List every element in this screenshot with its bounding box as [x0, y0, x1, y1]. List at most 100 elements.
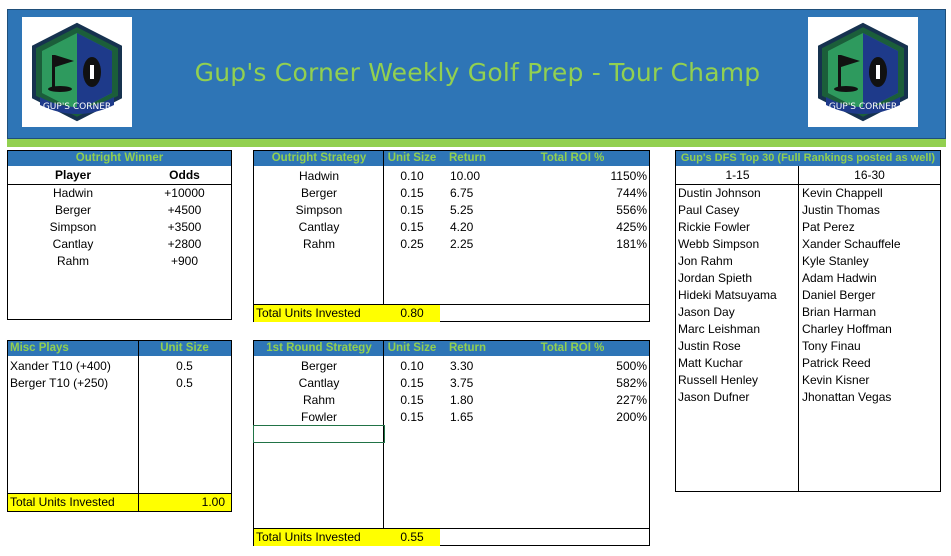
- dfs-player-rank-1-15[interactable]: Matt Kuchar: [678, 356, 743, 370]
- misc-unit[interactable]: 0.5: [176, 376, 193, 390]
- winner-player[interactable]: Cantlay: [52, 237, 94, 251]
- dfs-player-rank-1-15[interactable]: Justin Rose: [678, 339, 741, 353]
- winner-odds[interactable]: +2800: [167, 237, 202, 251]
- winner-odds[interactable]: +3500: [167, 220, 202, 234]
- dfs-player-rank-1-15[interactable]: Jon Rahm: [678, 254, 733, 268]
- first-round-roi[interactable]: 500%: [616, 359, 647, 373]
- strategy-player[interactable]: Hadwin: [298, 169, 340, 183]
- dfs-player-rank-1-15[interactable]: Rickie Fowler: [678, 220, 751, 234]
- winner-player[interactable]: Hadwin: [52, 186, 94, 200]
- dfs-player-rank-1-15[interactable]: Webb Simpson: [678, 237, 760, 251]
- strategy-roi[interactable]: 556%: [616, 203, 647, 217]
- winner-odds[interactable]: +10000: [164, 186, 205, 200]
- misc-unit[interactable]: 0.5: [176, 359, 193, 373]
- strategy-unit[interactable]: 0.15: [400, 203, 424, 217]
- dfs-player-rank-16-30[interactable]: Adam Hadwin: [802, 271, 877, 285]
- winner-odds[interactable]: +4500: [167, 203, 202, 217]
- dfs-player-rank-16-30[interactable]: Patrick Reed: [802, 356, 871, 370]
- divider: [676, 184, 940, 185]
- strategy-return[interactable]: 4.20: [450, 220, 474, 234]
- gups-corner-logo-left: GUP'S CORNER: [22, 17, 132, 127]
- first-round-return[interactable]: 1.80: [450, 393, 474, 407]
- logo-text-left: GUP'S CORNER: [43, 102, 111, 112]
- dfs-player-rank-1-15[interactable]: Marc Leishman: [678, 322, 761, 336]
- logo-text-right: GUP'S CORNER: [829, 102, 897, 112]
- first-round-player[interactable]: Berger: [300, 359, 338, 373]
- dfs-player-rank-16-30[interactable]: Charley Hoffman: [802, 322, 892, 336]
- strategy-return[interactable]: 2.25: [450, 237, 474, 251]
- first-round-unit[interactable]: 0.15: [400, 393, 424, 407]
- first-round-strategy-table: 1st Round Strategy Unit Size Return Tota…: [253, 340, 650, 546]
- strategy-unit[interactable]: 0.15: [400, 220, 424, 234]
- dfs-player-rank-16-30[interactable]: Kyle Stanley: [802, 254, 869, 268]
- strategy-player[interactable]: Rahm: [302, 237, 335, 251]
- header-accent-bar: [7, 139, 946, 147]
- selected-cell[interactable]: [253, 425, 385, 443]
- strategy-roi[interactable]: 1150%: [610, 169, 647, 183]
- first-round-return[interactable]: 1.65: [450, 410, 474, 424]
- winner-player[interactable]: Rahm: [56, 254, 89, 268]
- first-round-unit[interactable]: 0.15: [400, 410, 424, 424]
- col-header-roi: Total ROI %: [496, 341, 649, 356]
- total-units-value[interactable]: 0.80: [384, 305, 440, 322]
- total-units-value[interactable]: 0.55: [384, 529, 440, 546]
- strategy-unit[interactable]: 0.15: [400, 186, 424, 200]
- dfs-player-rank-16-30[interactable]: Kevin Kisner: [802, 373, 870, 387]
- dfs-player-rank-16-30[interactable]: Jhonattan Vegas: [802, 390, 892, 404]
- strategy-roi[interactable]: 744%: [616, 186, 647, 200]
- first-round-player[interactable]: Fowler: [300, 410, 337, 424]
- col-header-unit-size: Unit Size: [138, 341, 231, 356]
- misc-play[interactable]: Berger T10 (+250): [10, 376, 109, 390]
- strategy-roi[interactable]: 425%: [616, 220, 647, 234]
- first-round-roi[interactable]: 200%: [616, 410, 647, 424]
- column-divider: [383, 151, 384, 321]
- total-units-label: Total Units Invested: [8, 494, 138, 511]
- dfs-player-rank-16-30[interactable]: Justin Thomas: [802, 203, 880, 217]
- dfs-player-rank-16-30[interactable]: Tony Finau: [802, 339, 861, 353]
- first-round-unit[interactable]: 0.15: [400, 376, 424, 390]
- divider: [8, 184, 231, 185]
- winner-player[interactable]: Berger: [54, 203, 92, 217]
- total-units-label: Total Units Invested: [254, 529, 384, 546]
- strategy-roi[interactable]: 181%: [616, 237, 647, 251]
- strategy-player[interactable]: Berger: [300, 186, 338, 200]
- outright-winner-table: Outright Winner Player Odds Hadwin +1000…: [7, 150, 232, 320]
- dfs-player-rank-16-30[interactable]: Brian Harman: [802, 305, 877, 319]
- misc-play[interactable]: Xander T10 (+400): [10, 359, 111, 373]
- first-round-return[interactable]: 3.30: [450, 359, 474, 373]
- first-round-roi[interactable]: 582%: [616, 376, 647, 390]
- dfs-player-rank-16-30[interactable]: Pat Perez: [802, 220, 855, 234]
- dfs-player-rank-16-30[interactable]: Kevin Chappell: [802, 186, 883, 200]
- page-title: Gup's Corner Weekly Golf Prep - Tour Cha…: [194, 58, 761, 87]
- outright-winner-title: Outright Winner: [8, 151, 231, 166]
- dfs-player-rank-1-15[interactable]: Hideki Matsuyama: [678, 288, 777, 302]
- dfs-player-rank-1-15[interactable]: Jason Dufner: [678, 390, 750, 404]
- col-header-unit-size: Unit Size: [384, 151, 440, 166]
- dfs-player-rank-1-15[interactable]: Jason Day: [678, 305, 735, 319]
- strategy-return[interactable]: 5.25: [450, 203, 474, 217]
- total-units-value[interactable]: 1.00: [139, 494, 231, 511]
- strategy-return[interactable]: 6.75: [450, 186, 474, 200]
- first-round-unit[interactable]: 0.10: [400, 359, 424, 373]
- first-round-roi[interactable]: 227%: [616, 393, 647, 407]
- page-header: GUP'S CORNER Gup's Corner Weekly Golf Pr…: [7, 9, 946, 139]
- dfs-player-rank-1-15[interactable]: Dustin Johnson: [678, 186, 761, 200]
- dfs-player-rank-1-15[interactable]: Jordan Spieth: [678, 271, 753, 285]
- first-round-player[interactable]: Rahm: [302, 393, 335, 407]
- strategy-unit[interactable]: 0.25: [400, 237, 424, 251]
- dfs-player-rank-1-15[interactable]: Paul Casey: [678, 203, 740, 217]
- dfs-player-rank-1-15[interactable]: Russell Henley: [678, 373, 759, 387]
- winner-player[interactable]: Simpson: [49, 220, 97, 234]
- divider: [254, 304, 649, 305]
- dfs-player-rank-16-30[interactable]: Xander Schauffele: [802, 237, 901, 251]
- strategy-unit[interactable]: 0.10: [400, 169, 424, 183]
- strategy-player[interactable]: Cantlay: [298, 220, 340, 234]
- first-round-player[interactable]: Cantlay: [298, 376, 340, 390]
- winner-odds[interactable]: +900: [170, 254, 199, 268]
- dfs-top-30-table: Gup's DFS Top 30 (Full Rankings posted a…: [675, 150, 941, 492]
- dfs-col-header-1-15: 1-15: [725, 168, 750, 182]
- dfs-player-rank-16-30[interactable]: Daniel Berger: [802, 288, 876, 302]
- first-round-return[interactable]: 3.75: [450, 376, 474, 390]
- strategy-player[interactable]: Simpson: [295, 203, 343, 217]
- strategy-return[interactable]: 10.00: [450, 169, 481, 183]
